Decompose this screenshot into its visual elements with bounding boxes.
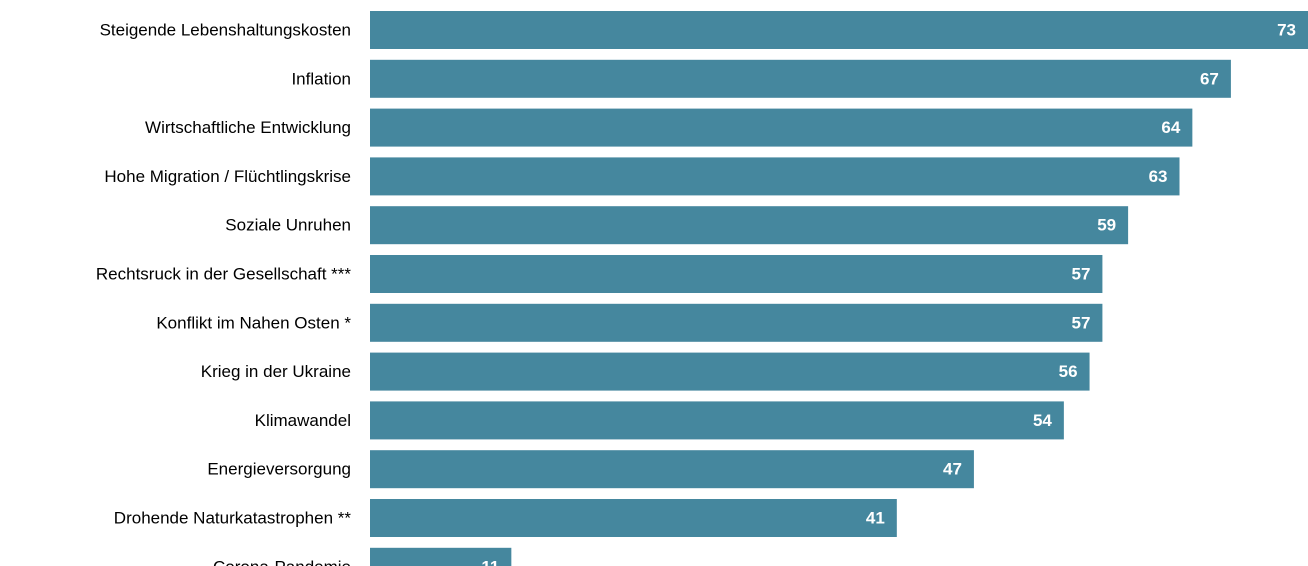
bar	[370, 499, 897, 537]
value-labels-group: 73 67 64 63 59 57 57 56 54 47 41 11	[481, 21, 1296, 566]
bar	[370, 547, 512, 566]
value-label: 54	[1033, 411, 1052, 430]
category-labels-group: Steigende Lebenshaltungskosten Inflation W…	[96, 21, 351, 566]
category-label: Inflation	[291, 69, 351, 88]
bar	[370, 352, 1090, 391]
category-label: Rechtsruck in der Gesellschaft ***	[96, 265, 351, 284]
value-label: 56	[1059, 362, 1078, 381]
bars-group	[370, 11, 1308, 566]
category-label: Klimawandel	[255, 411, 351, 430]
value-label: 41	[866, 509, 885, 528]
bar	[370, 401, 1064, 440]
bar	[370, 450, 974, 489]
value-label: 59	[1097, 216, 1116, 235]
category-label: Steigende Lebenshaltungskosten	[100, 21, 351, 40]
category-label: Konflikt im Nahen Osten *	[156, 313, 351, 332]
value-label: 64	[1161, 118, 1180, 137]
value-label: 67	[1200, 69, 1219, 88]
category-label: Hohe Migration / Flüchtlingskrise	[104, 167, 351, 186]
category-label: Corona-Pandemie	[213, 557, 351, 566]
value-label: 63	[1149, 167, 1168, 186]
category-label: Drohende Naturkatastrophen **	[114, 509, 352, 528]
bar	[370, 108, 1193, 147]
category-label: Wirtschaftliche Entwicklung	[145, 118, 351, 137]
category-label: Energieversorgung	[207, 460, 351, 479]
bar	[370, 157, 1180, 196]
bar	[370, 303, 1103, 342]
bar	[370, 255, 1103, 293]
category-label: Krieg in der Ukraine	[201, 362, 351, 381]
bar	[370, 206, 1129, 245]
value-label: 11	[481, 557, 499, 566]
value-label: 73	[1277, 21, 1296, 40]
bar	[370, 11, 1308, 49]
value-label: 57	[1071, 313, 1090, 332]
bar	[370, 59, 1231, 98]
value-label: 57	[1071, 265, 1090, 284]
category-label: Soziale Unruhen	[225, 216, 351, 235]
value-label: 47	[943, 460, 962, 479]
